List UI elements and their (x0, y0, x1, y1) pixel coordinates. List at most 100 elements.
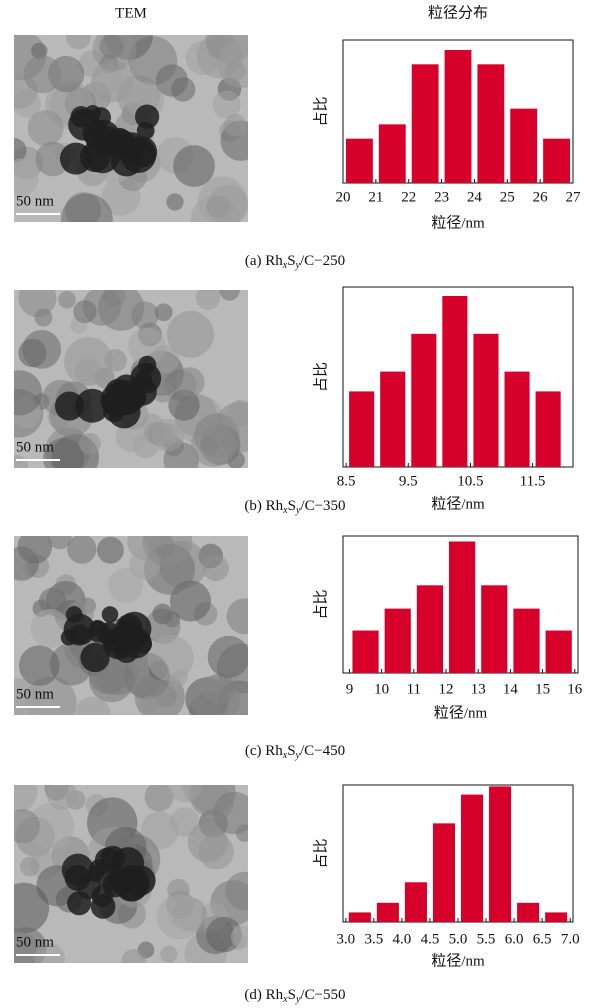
particle (198, 833, 235, 870)
particle (14, 370, 43, 416)
bar (349, 391, 375, 467)
bar (489, 786, 512, 922)
particle (18, 645, 60, 686)
particle (151, 418, 185, 452)
x-tick-label: 13 (471, 681, 486, 697)
x-tick-label: 24 (467, 189, 483, 205)
caption: (b) RhxSy/C−350 (244, 498, 345, 516)
caption-part: S (288, 498, 296, 514)
particle (155, 64, 189, 97)
x-tick-label: 22 (401, 189, 416, 205)
particle (121, 948, 147, 963)
bar (442, 296, 468, 467)
cluster (80, 642, 110, 673)
particle (166, 193, 184, 211)
caption: (d) RhxSy/C−550 (244, 987, 345, 1005)
x-tick-label: 3.0 (336, 931, 355, 947)
bar (545, 912, 568, 922)
particle (217, 38, 248, 89)
cluster (105, 378, 131, 404)
bar (517, 902, 540, 922)
x-axis-label: 粒径/nm (431, 214, 485, 231)
x-tick-label: 8.5 (337, 473, 356, 489)
bar (416, 585, 444, 673)
cluster (110, 144, 143, 177)
x-tick-label: 23 (434, 189, 449, 205)
cluster (59, 142, 92, 175)
particle (230, 925, 248, 949)
y-axis-label: 占比 (312, 838, 329, 868)
particle (14, 546, 39, 581)
particle (97, 290, 145, 331)
particle (115, 420, 147, 453)
x-tick-label: 4.5 (421, 931, 440, 947)
bar (380, 371, 406, 467)
bar (432, 823, 455, 922)
bar (444, 50, 472, 184)
bar (481, 585, 508, 673)
x-tick-label: 4.0 (393, 931, 412, 947)
cluster (136, 121, 155, 140)
caption: (c) RhxSy/C−450 (245, 743, 345, 761)
x-tick-label: 11.5 (520, 473, 546, 489)
plot-frame (342, 784, 574, 923)
particle (154, 303, 173, 322)
x-tick-label: 6.5 (533, 931, 552, 947)
particle (169, 807, 200, 837)
particle (38, 587, 67, 616)
x-tick-label: 3.5 (364, 931, 383, 947)
caption-part: (b) Rh (244, 498, 283, 514)
bar (513, 608, 540, 673)
particle (34, 943, 66, 963)
particle (14, 158, 39, 197)
bar (543, 138, 570, 183)
particle (99, 35, 124, 59)
tem-header: TEM (115, 5, 147, 21)
caption-part: /C−550 (300, 987, 345, 1003)
cluster (75, 388, 110, 423)
tem-content (14, 785, 248, 963)
cluster (65, 606, 83, 623)
bar (348, 912, 371, 922)
x-tick-label: 16 (567, 681, 583, 697)
bar (473, 333, 499, 467)
particle (190, 675, 240, 715)
caption-part: S (287, 253, 295, 269)
caption: (a) RhxSy/C−250 (245, 253, 345, 271)
caption-part: y (295, 260, 301, 271)
particle (14, 785, 38, 813)
bar (404, 882, 427, 922)
particle (168, 389, 200, 421)
particle (167, 785, 203, 803)
tem-content (14, 536, 248, 715)
x-tick-label: 11 (407, 681, 421, 697)
particle (160, 945, 178, 963)
particle (223, 113, 247, 137)
caption-part: x (282, 994, 288, 1005)
tem-image: 50 nm (14, 35, 248, 222)
particle (227, 399, 248, 427)
scale-bar-label: 50 nm (16, 686, 54, 702)
particle (174, 367, 205, 398)
x-tick-label: 10 (374, 681, 389, 697)
x-tick-label: 6.0 (505, 931, 524, 947)
x-tick-label: 9.5 (399, 473, 418, 489)
cluster (101, 606, 119, 623)
cluster (107, 395, 141, 429)
caption-part: y (295, 994, 301, 1005)
particle (206, 916, 242, 953)
cluster (89, 619, 106, 637)
x-tick-label: 12 (439, 681, 454, 697)
cluster (128, 377, 157, 406)
particle (147, 634, 194, 682)
x-tick-label: 15 (535, 681, 550, 697)
particle (212, 791, 248, 835)
particle (19, 856, 40, 877)
particle (202, 555, 229, 582)
bar (449, 541, 476, 673)
bar (384, 608, 411, 673)
bar (376, 902, 399, 922)
caption-part: x (282, 505, 288, 516)
x-axis-label: 粒径/nm (434, 704, 488, 721)
cluster (70, 624, 90, 645)
